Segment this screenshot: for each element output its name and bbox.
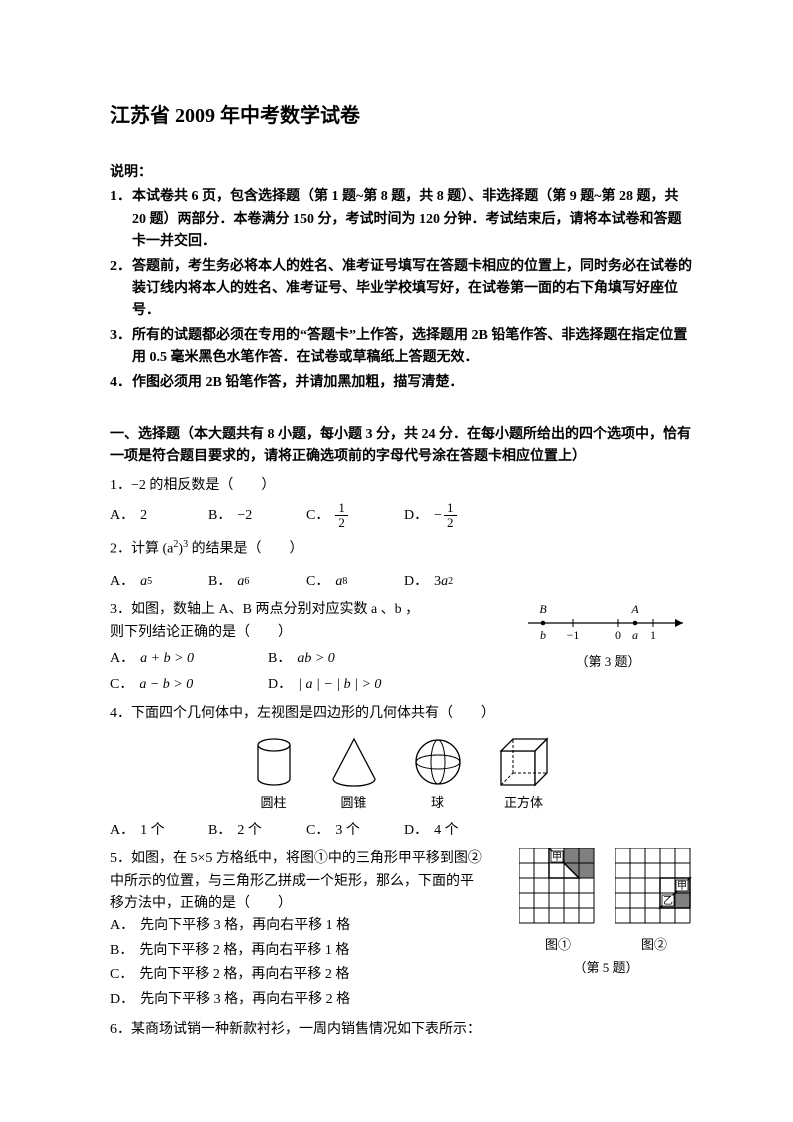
option-c: C．先向下平移 2 格，再向右平移 2 格 xyxy=(110,964,503,986)
question-3: 3．如图，数轴上 A、B 两点分别对应实数 a 、b ， 则下列结论正确的是（ … xyxy=(110,599,693,697)
figure-q5: 甲 图① xyxy=(519,848,693,978)
option-d: D． − 1 2 xyxy=(404,501,474,531)
svg-text:A: A xyxy=(630,602,639,616)
shape-sphere: 球 xyxy=(411,735,465,814)
option-b: B．先向下平移 2 格，再向右平移 1 格 xyxy=(110,940,503,962)
question-stem: 3．如图，数轴上 A、B 两点分别对应实数 a 、b ， xyxy=(110,599,507,621)
option-c: C． a8 xyxy=(306,571,376,593)
instruction-text: 答题前，考生务必将本人的姓名、准考证号填写在答题卡相应的位置上，同时务必在试卷的… xyxy=(132,256,693,323)
option-a: A． a5 xyxy=(110,571,180,593)
question-stem: 6．某商场试销一种新款衬衫，一周内销售情况如下表所示： xyxy=(110,1019,693,1041)
option-a: A．1 个 xyxy=(110,820,180,842)
cylinder-icon xyxy=(251,735,297,789)
options-row: A．1 个 B．2 个 C．3 个 D．4 个 xyxy=(110,820,693,842)
instruction-item: 2． 答题前，考生务必将本人的姓名、准考证号填写在答题卡相应的位置上，同时务必在… xyxy=(110,256,693,323)
question-stem: 1．−2 的相反数是（ ） xyxy=(110,475,693,497)
question-stem: 2．计算 (a2)3 的结果是（ ） xyxy=(110,537,693,561)
options-col: A．先向下平移 3 格，再向右平移 1 格 B．先向下平移 2 格，再向右平移 … xyxy=(110,915,503,1011)
instruction-item: 4． 作图必须用 2B 铅笔作答，并请加黑加粗，描写清楚． xyxy=(110,372,693,394)
cube-icon xyxy=(495,735,553,789)
fraction: 1 2 xyxy=(335,501,348,531)
shape-cone: 圆锥 xyxy=(327,735,381,814)
option-c: C． 1 2 xyxy=(306,501,376,531)
option-c: C． a − b > 0 xyxy=(110,674,240,696)
option-d: D．4 个 xyxy=(404,820,474,842)
option-d: D． | a | − | b | > 0 xyxy=(268,674,381,696)
instructions-block: 说明： 1． 本试卷共 6 页，包含选择题（第 1 题~第 8 题，共 8 题）… xyxy=(110,162,693,394)
svg-text:a: a xyxy=(632,628,638,642)
section-title: 一、选择题（本大题共有 8 小题，每小题 3 分，共 24 分．在每小题所给出的… xyxy=(110,424,693,469)
question-stem: 5．如图，在 5×5 方格纸中，将图①中的三角形甲平移到图② xyxy=(110,848,503,870)
question-5: 5．如图，在 5×5 方格纸中，将图①中的三角形甲平移到图② 中所示的位置，与三… xyxy=(110,848,693,1013)
option-b: B． a6 xyxy=(208,571,278,593)
shape-cube: 正方体 xyxy=(495,735,553,814)
question-stem: 则下列结论正确的是（ ） xyxy=(110,622,507,644)
svg-text:b: b xyxy=(540,628,546,642)
figure-q3: B A b −1 0 a 1 （第 3 题） xyxy=(523,599,693,673)
question-4: 4．下面四个几何体中，左视图是四边形的几何体共有（ ） 圆柱 圆锥 xyxy=(110,703,693,843)
instruction-text: 本试卷共 6 页，包含选择题（第 1 题~第 8 题，共 8 题）、非选择题（第… xyxy=(132,186,693,253)
instruction-num: 4． xyxy=(110,372,132,394)
svg-text:0: 0 xyxy=(615,628,621,642)
page-title: 江苏省 2009 年中考数学试卷 xyxy=(110,100,693,132)
cone-icon xyxy=(327,735,381,789)
option-b: B．2 个 xyxy=(208,820,278,842)
options-row: A． a + b > 0 B． ab > 0 xyxy=(110,648,507,670)
question-stem: 4．下面四个几何体中，左视图是四边形的几何体共有（ ） xyxy=(110,703,693,725)
instruction-text: 所有的试题都必须在专用的“答题卡”上作答，选择题用 2B 铅笔作答、非选择题在指… xyxy=(132,325,693,370)
instructions-header: 说明： xyxy=(110,162,693,184)
option-b: B． ab > 0 xyxy=(268,648,338,670)
instruction-num: 2． xyxy=(110,256,132,323)
svg-text:1: 1 xyxy=(650,628,656,642)
question-stem: 移方法中，正确的是（ ） xyxy=(110,893,503,915)
grid-2: 甲 乙 图② xyxy=(615,848,693,956)
question-6: 6．某商场试销一种新款衬衫，一周内销售情况如下表所示： xyxy=(110,1019,693,1041)
neg-fraction: − 1 2 xyxy=(434,501,456,531)
figure-caption: （第 3 题） xyxy=(523,652,693,673)
options-row: A． 2 B． −2 C． 1 2 D． − 1 2 xyxy=(110,501,693,531)
grid-1: 甲 图① xyxy=(519,848,597,956)
option-d: D．先向下平移 3 格，再向右平移 2 格 xyxy=(110,989,503,1011)
option-a: A． a + b > 0 xyxy=(110,648,240,670)
question-1: 1．−2 的相反数是（ ） A． 2 B． −2 C． 1 2 D． − 1 2 xyxy=(110,475,693,531)
instruction-num: 1． xyxy=(110,186,132,253)
figure-caption: （第 5 题） xyxy=(519,958,693,979)
number-line-icon: B A b −1 0 a 1 xyxy=(523,599,693,643)
options-row: A． a5 B． a6 C． a8 D． 3a2 xyxy=(110,571,693,593)
instruction-item: 1． 本试卷共 6 页，包含选择题（第 1 题~第 8 题，共 8 题）、非选择… xyxy=(110,186,693,253)
question-stem: 中所示的位置，与三角形乙拼成一个矩形，那么，下面的平 xyxy=(110,871,503,893)
shape-cylinder: 圆柱 xyxy=(251,735,297,814)
options-row: C． a − b > 0 D． | a | − | b | > 0 xyxy=(110,674,507,696)
option-c: C．3 个 xyxy=(306,820,376,842)
instruction-text: 作图必须用 2B 铅笔作答，并请加黑加粗，描写清楚． xyxy=(132,372,693,394)
instruction-item: 3． 所有的试题都必须在专用的“答题卡”上作答，选择题用 2B 铅笔作答、非选择… xyxy=(110,325,693,370)
option-a: A． 2 xyxy=(110,501,180,531)
grid-icon: 甲 乙 xyxy=(615,848,693,926)
svg-text:乙: 乙 xyxy=(663,895,673,907)
grid-icon: 甲 xyxy=(519,848,597,926)
question-2: 2．计算 (a2)3 的结果是（ ） A． a5 B． a6 C． a8 D． … xyxy=(110,537,693,593)
instruction-num: 3． xyxy=(110,325,132,370)
svg-text:甲: 甲 xyxy=(677,881,687,892)
svg-text:B: B xyxy=(539,602,547,616)
svg-text:甲: 甲 xyxy=(552,852,562,863)
option-d: D． 3a2 xyxy=(404,571,474,593)
svg-text:−1: −1 xyxy=(567,628,580,642)
shapes-row: 圆柱 圆锥 球 正方体 xyxy=(110,735,693,814)
option-a: A．先向下平移 3 格，再向右平移 1 格 xyxy=(110,915,503,937)
option-b: B． −2 xyxy=(208,501,278,531)
sphere-icon xyxy=(411,735,465,789)
